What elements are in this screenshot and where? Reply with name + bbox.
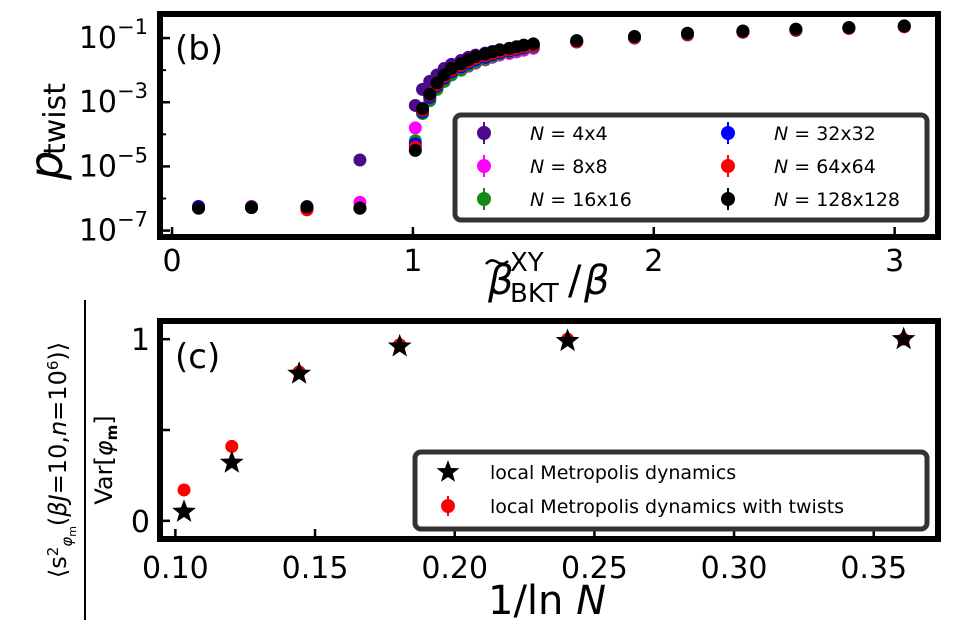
b-legend-marker-2 bbox=[477, 192, 491, 206]
b-point-s0-3 bbox=[353, 153, 367, 167]
c-twist-point-0 bbox=[177, 483, 191, 497]
x-label-beta2: β bbox=[583, 258, 610, 304]
x-label-sup-xy: XY bbox=[510, 248, 544, 278]
b-point-s5-1 bbox=[245, 200, 259, 214]
c-x-tick-label-2: 0.20 bbox=[421, 551, 488, 586]
panel-c-legend-box bbox=[412, 449, 930, 532]
c-metropolis-star-3 bbox=[387, 333, 412, 357]
b-legend-label-4: N = 64x64 bbox=[774, 156, 876, 178]
b-legend-label-3: N = 32x32 bbox=[774, 123, 876, 145]
b-y-tick-label-1: 10−5 bbox=[79, 143, 148, 184]
b-x-tick-label-3: 3 bbox=[885, 244, 904, 279]
b-point-s5-4 bbox=[408, 143, 422, 157]
y-label-twist: twist bbox=[38, 83, 73, 155]
y-label-p: p bbox=[19, 151, 73, 181]
b-point-s5-23 bbox=[736, 24, 750, 38]
panel-c-y-axis-label: ⟨s2φm(βJ=10,n=106)⟩ Var[φm] bbox=[44, 300, 121, 620]
c-legend-star bbox=[436, 460, 460, 482]
b-point-s5-18 bbox=[517, 38, 531, 52]
x-label-beta: β bbox=[487, 258, 514, 304]
b-point-s5-19 bbox=[526, 37, 540, 51]
b-point-s5-20 bbox=[570, 34, 584, 48]
c-x-tick-label-4: 0.30 bbox=[701, 551, 768, 586]
panel-b-frame bbox=[157, 11, 941, 240]
x-label-sub-bkt: BKT bbox=[510, 279, 559, 309]
b-legend-marker-4 bbox=[721, 159, 735, 173]
panel-b-label: (b) bbox=[175, 29, 223, 69]
panel-c-legend: local Metropolis dynamics local Metropoli… bbox=[412, 449, 930, 532]
c-x-tick-label-1: 0.15 bbox=[282, 551, 349, 586]
c-y-tick-label-0: 0 bbox=[131, 505, 150, 540]
c-legend-label-1: local Metropolis dynamics with twists bbox=[490, 496, 844, 518]
b-x-tick-label-0: 0 bbox=[162, 244, 181, 279]
b-legend-label-5: N = 128x128 bbox=[774, 189, 900, 211]
panel-b-legend: N = 4x4 N = 8x8 N = 16x16 N = 32x32 N = 64x6… bbox=[452, 112, 930, 223]
panel-c-data-points bbox=[172, 326, 916, 522]
b-legend-marker-5 bbox=[721, 192, 735, 206]
b-legend-label-2: N = 16x16 bbox=[530, 189, 632, 211]
panel-b-y-axis-label: p twist bbox=[19, 83, 73, 181]
x-label-tilde bbox=[485, 259, 509, 265]
c-metropolis-star-4 bbox=[555, 328, 580, 352]
c-x-tick-label-3: 0.25 bbox=[561, 551, 628, 586]
c-metropolis-star-0 bbox=[172, 499, 196, 522]
b-y-tick-label-0: 10−7 bbox=[79, 208, 148, 249]
panel-b: 0 1 2 3 10−7 10−5 10−3 10−1 (b) p twist β XY BK… bbox=[19, 11, 941, 309]
b-legend-marker-0 bbox=[477, 126, 491, 140]
panel-b-legend-box bbox=[452, 112, 930, 223]
b-point-s5-5 bbox=[416, 102, 430, 116]
b-legend-label-1: N = 8x8 bbox=[530, 156, 608, 178]
c-y-tick-label-2: 1 bbox=[131, 323, 150, 358]
b-y-tick-label-2: 10−3 bbox=[79, 79, 148, 120]
b-point-s5-0 bbox=[192, 201, 206, 215]
b-point-s5-26 bbox=[897, 19, 911, 33]
b-legend-marker-1 bbox=[477, 159, 491, 173]
b-point-s5-9 bbox=[444, 62, 458, 76]
panel-c-x-axis-label: 1/ln N bbox=[488, 578, 606, 624]
b-point-s5-15 bbox=[493, 43, 507, 57]
c-x-tick-label-0: 0.10 bbox=[142, 551, 209, 586]
b-legend-marker-3 bbox=[721, 126, 735, 140]
panel-b-data-points bbox=[192, 19, 911, 217]
b-point-s1-4 bbox=[408, 121, 422, 135]
b-point-s5-21 bbox=[628, 29, 642, 43]
y-label-denominator: Var[φm] bbox=[90, 415, 121, 504]
panel-c-ticks: 0.10 0.15 0.20 0.25 0.30 0.35 0 1 bbox=[131, 323, 907, 586]
c-x-tick-label-5: 0.35 bbox=[840, 551, 907, 586]
b-y-tick-label-3: 10−1 bbox=[79, 15, 148, 56]
c-twist-point-1 bbox=[225, 439, 239, 453]
b-x-tick-label-1: 1 bbox=[403, 244, 422, 279]
c-legend-circle bbox=[441, 499, 455, 513]
panel-b-ticks: 0 1 2 3 10−7 10−5 10−3 10−1 bbox=[79, 15, 904, 279]
b-point-s5-24 bbox=[789, 22, 803, 36]
b-point-s5-22 bbox=[680, 26, 694, 40]
panel-b-x-axis-label: β XY BKT / β bbox=[485, 248, 610, 309]
b-x-tick-label-2: 2 bbox=[644, 244, 663, 279]
y-label-numerator: ⟨s2φm(βJ=10,n=106)⟩ bbox=[44, 342, 79, 578]
b-point-s5-6 bbox=[423, 87, 437, 101]
c-metropolis-star-1 bbox=[219, 450, 244, 473]
b-point-s5-2 bbox=[300, 200, 314, 214]
c-metropolis-star-2 bbox=[287, 361, 312, 384]
panel-c: 0.10 0.15 0.20 0.25 0.30 0.35 0 1 (c) ⟨s2φm(βJ=… bbox=[44, 300, 941, 624]
b-point-s5-25 bbox=[842, 20, 856, 34]
b-point-s5-3 bbox=[353, 201, 367, 215]
b-legend-label-0: N = 4x4 bbox=[530, 123, 608, 145]
c-legend-label-0: local Metropolis dynamics bbox=[490, 462, 736, 484]
c-metropolis-star-5 bbox=[891, 326, 916, 350]
x-label-slash: / bbox=[568, 258, 582, 304]
panel-c-label: (c) bbox=[175, 337, 220, 377]
